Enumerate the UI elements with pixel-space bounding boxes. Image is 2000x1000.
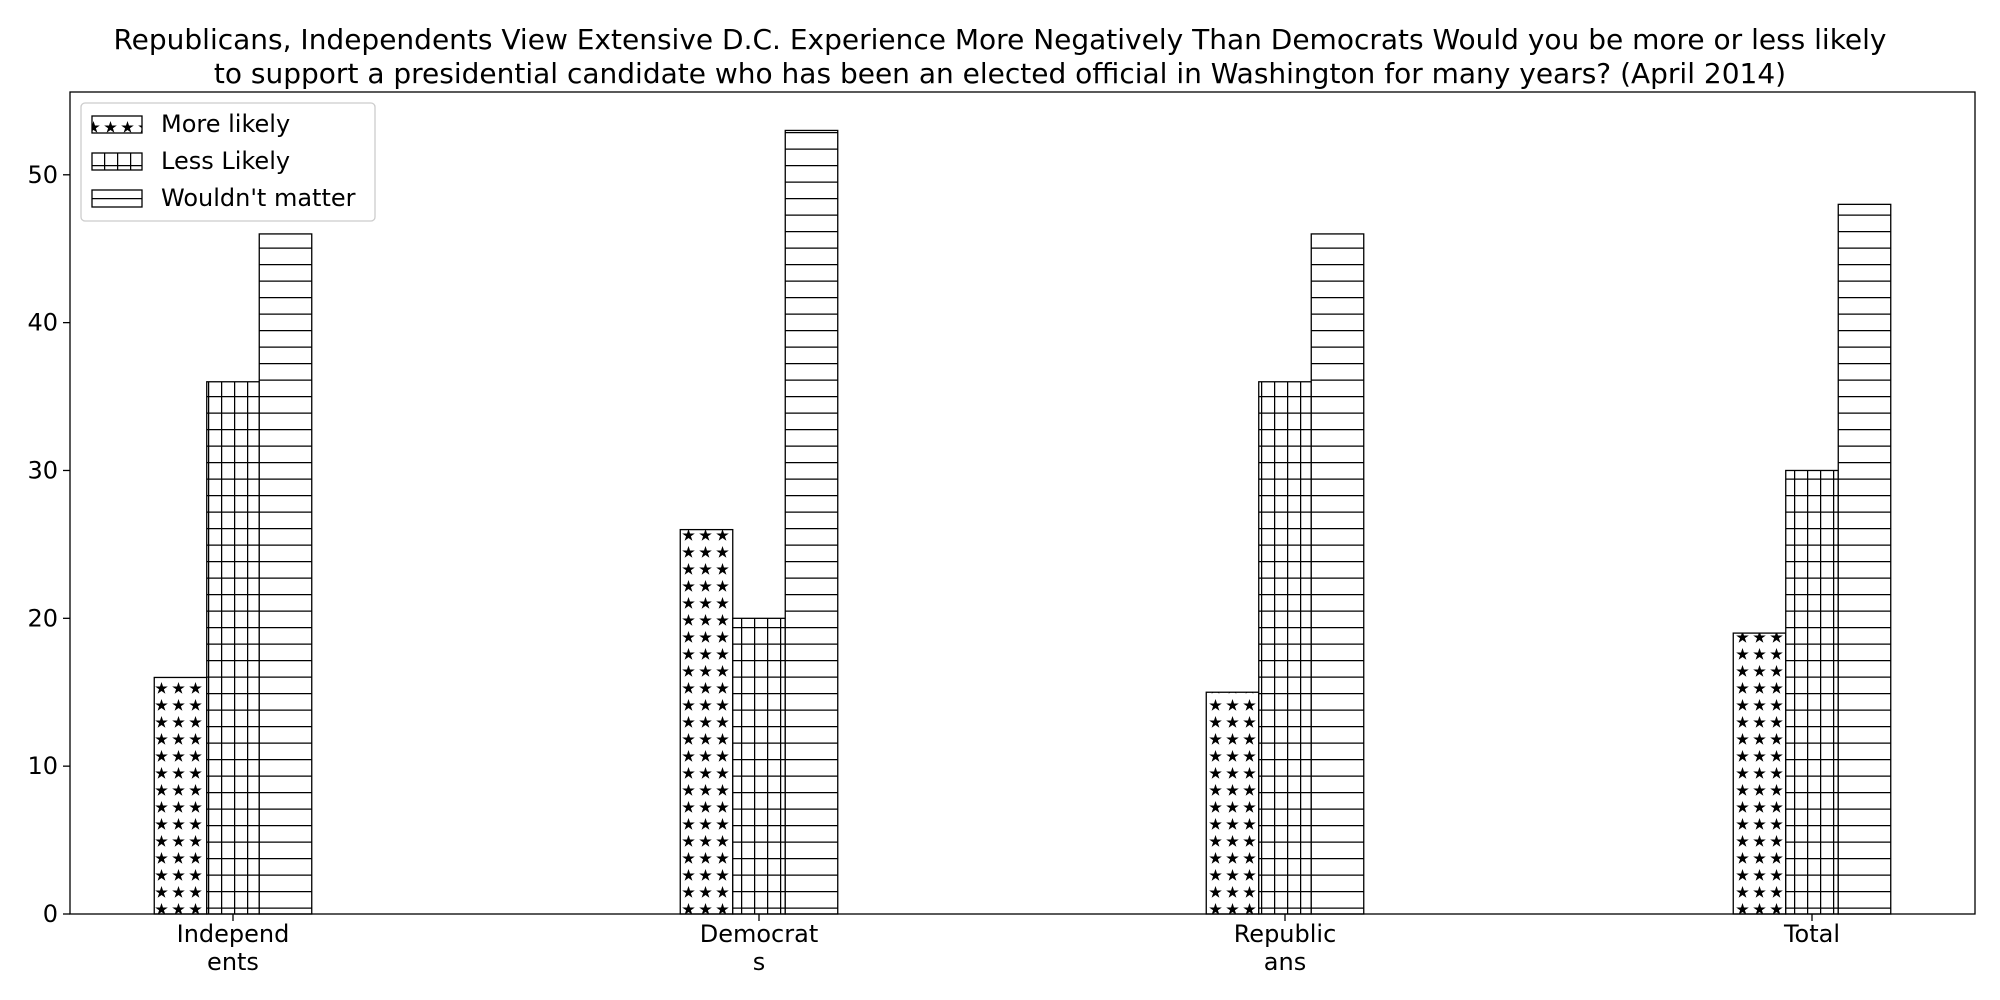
plot-area (70, 92, 1975, 914)
x-tick-label: Independ (177, 920, 290, 948)
legend-label-stars: More likely (161, 110, 290, 138)
legend-swatch-grid (91, 152, 143, 171)
legend-label-hlines: Wouldn't matter (161, 184, 356, 212)
chart-title-line-1: Republicans, Independents View Extensive… (113, 23, 1886, 56)
y-tick-label: 10 (27, 752, 58, 780)
legend-swatch-hlines (91, 189, 143, 208)
bars-group (153, 129, 1892, 915)
y-tick-label: 50 (27, 161, 58, 189)
bar-stars-1 (679, 528, 734, 915)
bar-grid-3 (1785, 469, 1839, 915)
y-tick-label: 40 (27, 309, 58, 337)
y-axis: 0 10 20 30 40 50 (27, 161, 70, 928)
bar-grid-2 (1258, 381, 1312, 915)
y-tick-label: 30 (27, 456, 58, 484)
bar-hlines-3 (1837, 203, 1892, 915)
x-tick-label: ans (1264, 948, 1306, 976)
x-tick-label: ents (207, 948, 259, 976)
plot-frame (69, 91, 1976, 915)
bar-grid-0 (206, 381, 260, 915)
bar-stars-0 (153, 676, 208, 915)
chart-title-line-2: to support a presidential candidate who … (214, 57, 1786, 90)
bar-grid-1 (732, 617, 786, 915)
y-tick-label: 20 (27, 604, 58, 632)
bar-hlines-0 (258, 233, 313, 915)
x-tick-label: Republic (1234, 920, 1337, 948)
legend-frame (80, 102, 376, 222)
x-tick-label: Total (1783, 920, 1840, 948)
x-axis: Independents Democrats Republicans Total (177, 914, 1840, 976)
bar-hlines-1 (784, 129, 839, 915)
x-tick-label: s (753, 948, 766, 976)
legend: More likely Less Likely Wouldn't matter (80, 102, 376, 222)
y-tick-label: 0 (43, 900, 58, 928)
legend-swatch-stars (91, 115, 143, 134)
bar-stars-2 (1205, 691, 1260, 915)
chart-title: Republicans, Independents View Extensive… (113, 23, 1886, 90)
legend-label-grid: Less Likely (161, 147, 290, 175)
bar-stars-3 (1732, 632, 1787, 915)
x-tick-label: Democrat (700, 920, 819, 948)
bar-hlines-2 (1310, 233, 1365, 915)
